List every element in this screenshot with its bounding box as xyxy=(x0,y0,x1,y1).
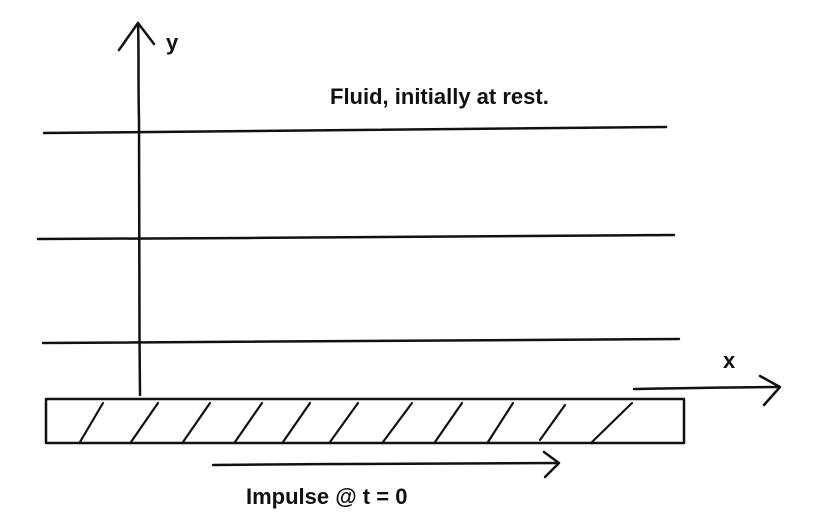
hatch-line xyxy=(233,401,264,444)
fluid-layer-line xyxy=(42,125,668,135)
x-axis-line xyxy=(632,385,781,391)
plate-outline xyxy=(44,397,686,445)
fluid-layer-line xyxy=(36,233,676,241)
y-axis-label: y xyxy=(166,30,179,55)
hatch-line xyxy=(328,401,360,444)
plate-hatching xyxy=(78,401,634,444)
hatch-line xyxy=(281,401,312,444)
hatch-line xyxy=(433,401,464,444)
hatch-line xyxy=(590,401,634,444)
hatch-line xyxy=(486,401,515,444)
impulse-label: Impulse @ t = 0 xyxy=(246,484,407,509)
hatch-line xyxy=(181,401,212,444)
diagram-title: Fluid, initially at rest. xyxy=(330,84,549,109)
y-axis-line xyxy=(136,21,142,397)
fluid-layer-line xyxy=(41,337,681,345)
hatch-line xyxy=(381,401,414,444)
impulse-arrowhead xyxy=(542,450,561,479)
y-axis xyxy=(117,21,156,397)
x-axis-arrow xyxy=(632,374,782,407)
hatch-line xyxy=(538,403,567,442)
fluid-layers xyxy=(36,125,681,345)
y-axis-arrowhead xyxy=(117,21,156,52)
x-axis-label: x xyxy=(723,348,736,373)
hatch-line xyxy=(129,401,160,444)
moving-plate xyxy=(44,397,686,445)
x-axis-arrowhead xyxy=(758,374,782,407)
impulse-arrow-line xyxy=(211,461,560,467)
hatch-line xyxy=(78,401,105,444)
impulse-arrow xyxy=(211,450,561,479)
